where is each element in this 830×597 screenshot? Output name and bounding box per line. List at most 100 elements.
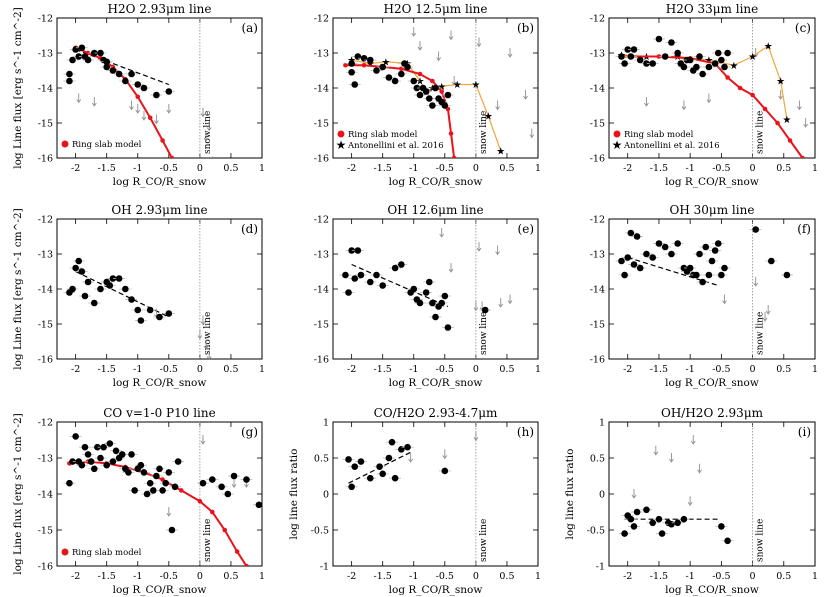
data-point	[78, 44, 86, 52]
data-point	[90, 49, 98, 57]
data-point	[255, 501, 262, 509]
data-point	[668, 39, 675, 46]
data-point	[416, 299, 424, 307]
data-point	[661, 243, 669, 251]
x-tick-label: -1.5	[98, 163, 116, 174]
x-tick-label: -2	[347, 163, 356, 174]
y-tick-label: 1	[323, 418, 329, 429]
x-axis-label: log R_CO/R_snow	[389, 176, 483, 188]
data-point	[348, 483, 355, 491]
x-tick-label: 1	[535, 163, 541, 174]
data-point	[699, 70, 706, 78]
data-point	[75, 53, 83, 60]
x-tick-label: -1	[686, 571, 695, 582]
model-point	[169, 155, 175, 158]
panel-label: (a)	[241, 21, 258, 35]
x-tick-label: -0.5	[712, 571, 730, 582]
data-point	[398, 446, 405, 453]
data-point	[410, 77, 418, 85]
x-tick-label: 1	[535, 364, 541, 375]
y-tick-label: -14	[590, 285, 605, 296]
plot-area	[63, 433, 262, 566]
data-point	[354, 247, 362, 254]
data-point	[115, 275, 123, 282]
data-point	[649, 254, 656, 261]
chart-panel-h: -2 -1.5 -1 -0.5 0 0.5 1 -1 -0.5 0 0.5 1 CO/H2O 2.93-…	[288, 406, 541, 596]
data-point	[153, 472, 160, 480]
data-point	[137, 317, 145, 324]
data-point	[391, 474, 399, 482]
data-point	[230, 472, 238, 480]
upper-limit-head	[644, 102, 649, 107]
data-point	[146, 479, 154, 487]
x-tick-label: 0	[197, 163, 203, 174]
upper-limit-head	[200, 440, 206, 445]
x-tick-label: -1.5	[98, 364, 116, 375]
data-point	[78, 461, 86, 469]
x-axis-label: log R_CO/R_snow	[665, 176, 759, 188]
upper-limit-head	[135, 109, 141, 114]
data-point	[391, 264, 399, 272]
data-point	[379, 282, 386, 289]
plot-frame	[608, 218, 816, 360]
upper-limit-head	[129, 106, 134, 111]
chart-panel-b: -2 -1.5 -1 -0.5 0 0.5 1 -16 -15 -14 -13 -12 H2O 12.5…	[314, 2, 541, 188]
upper-limit-head	[706, 99, 712, 104]
data-point	[718, 523, 725, 530]
model-point	[451, 155, 457, 158]
x-tick-label: -1.5	[650, 163, 668, 174]
y-tick-label: -14	[314, 285, 329, 296]
snow-line-label: snow line	[479, 111, 489, 154]
data-point	[115, 70, 123, 78]
data-point	[721, 63, 728, 71]
x-tick-label: -0.5	[436, 364, 454, 375]
panel-label: (d)	[241, 222, 258, 236]
x-tick-label: -2	[623, 364, 632, 375]
snow-line-label: snow line	[203, 111, 213, 154]
upper-limit-head	[778, 95, 784, 100]
x-tick-label: -1	[409, 163, 418, 174]
data-point	[103, 63, 110, 71]
data-point	[624, 254, 632, 261]
plot-area	[342, 431, 479, 491]
data-point	[72, 433, 79, 440]
data-point	[103, 58, 110, 66]
y-tick-label: -15	[590, 119, 605, 130]
data-point	[410, 285, 418, 293]
data-point	[441, 102, 449, 109]
model2-star: ★	[496, 147, 505, 158]
data-point	[348, 247, 355, 254]
data-point	[618, 257, 625, 265]
model-point	[725, 75, 730, 80]
data-point	[702, 243, 710, 251]
y-tick-label: -0.5	[587, 526, 605, 537]
x-tick-label: 0.5	[776, 163, 791, 174]
plot-area	[63, 44, 213, 158]
upper-limit-head	[200, 321, 206, 326]
data-point	[351, 275, 359, 282]
x-tick-label: -1	[133, 163, 142, 174]
data-point	[165, 469, 173, 476]
data-point	[69, 56, 76, 64]
upper-limit-head	[476, 43, 482, 48]
data-point	[693, 63, 700, 71]
y-tick-label: -14	[314, 84, 329, 95]
x-tick-label: 1	[259, 364, 265, 375]
data-point	[69, 458, 76, 465]
model2-star: ★	[453, 80, 462, 91]
data-point	[156, 313, 163, 321]
data-point	[649, 60, 656, 67]
data-point	[481, 306, 489, 314]
y-tick-label: -16	[38, 562, 53, 573]
x-tick-label: 0	[197, 571, 203, 582]
data-point	[348, 68, 355, 76]
model2-star: ★	[471, 80, 480, 91]
upper-limit-head	[495, 251, 500, 256]
y-axis-label: log Line flux [erg s^-1 cm^-2]	[12, 413, 24, 575]
y-tick-label: -16	[38, 355, 53, 366]
fit-line	[75, 270, 170, 318]
data-point	[783, 271, 791, 279]
data-point	[69, 285, 76, 293]
x-tick-label: -2	[347, 364, 356, 375]
x-tick-label: -1	[686, 364, 695, 375]
